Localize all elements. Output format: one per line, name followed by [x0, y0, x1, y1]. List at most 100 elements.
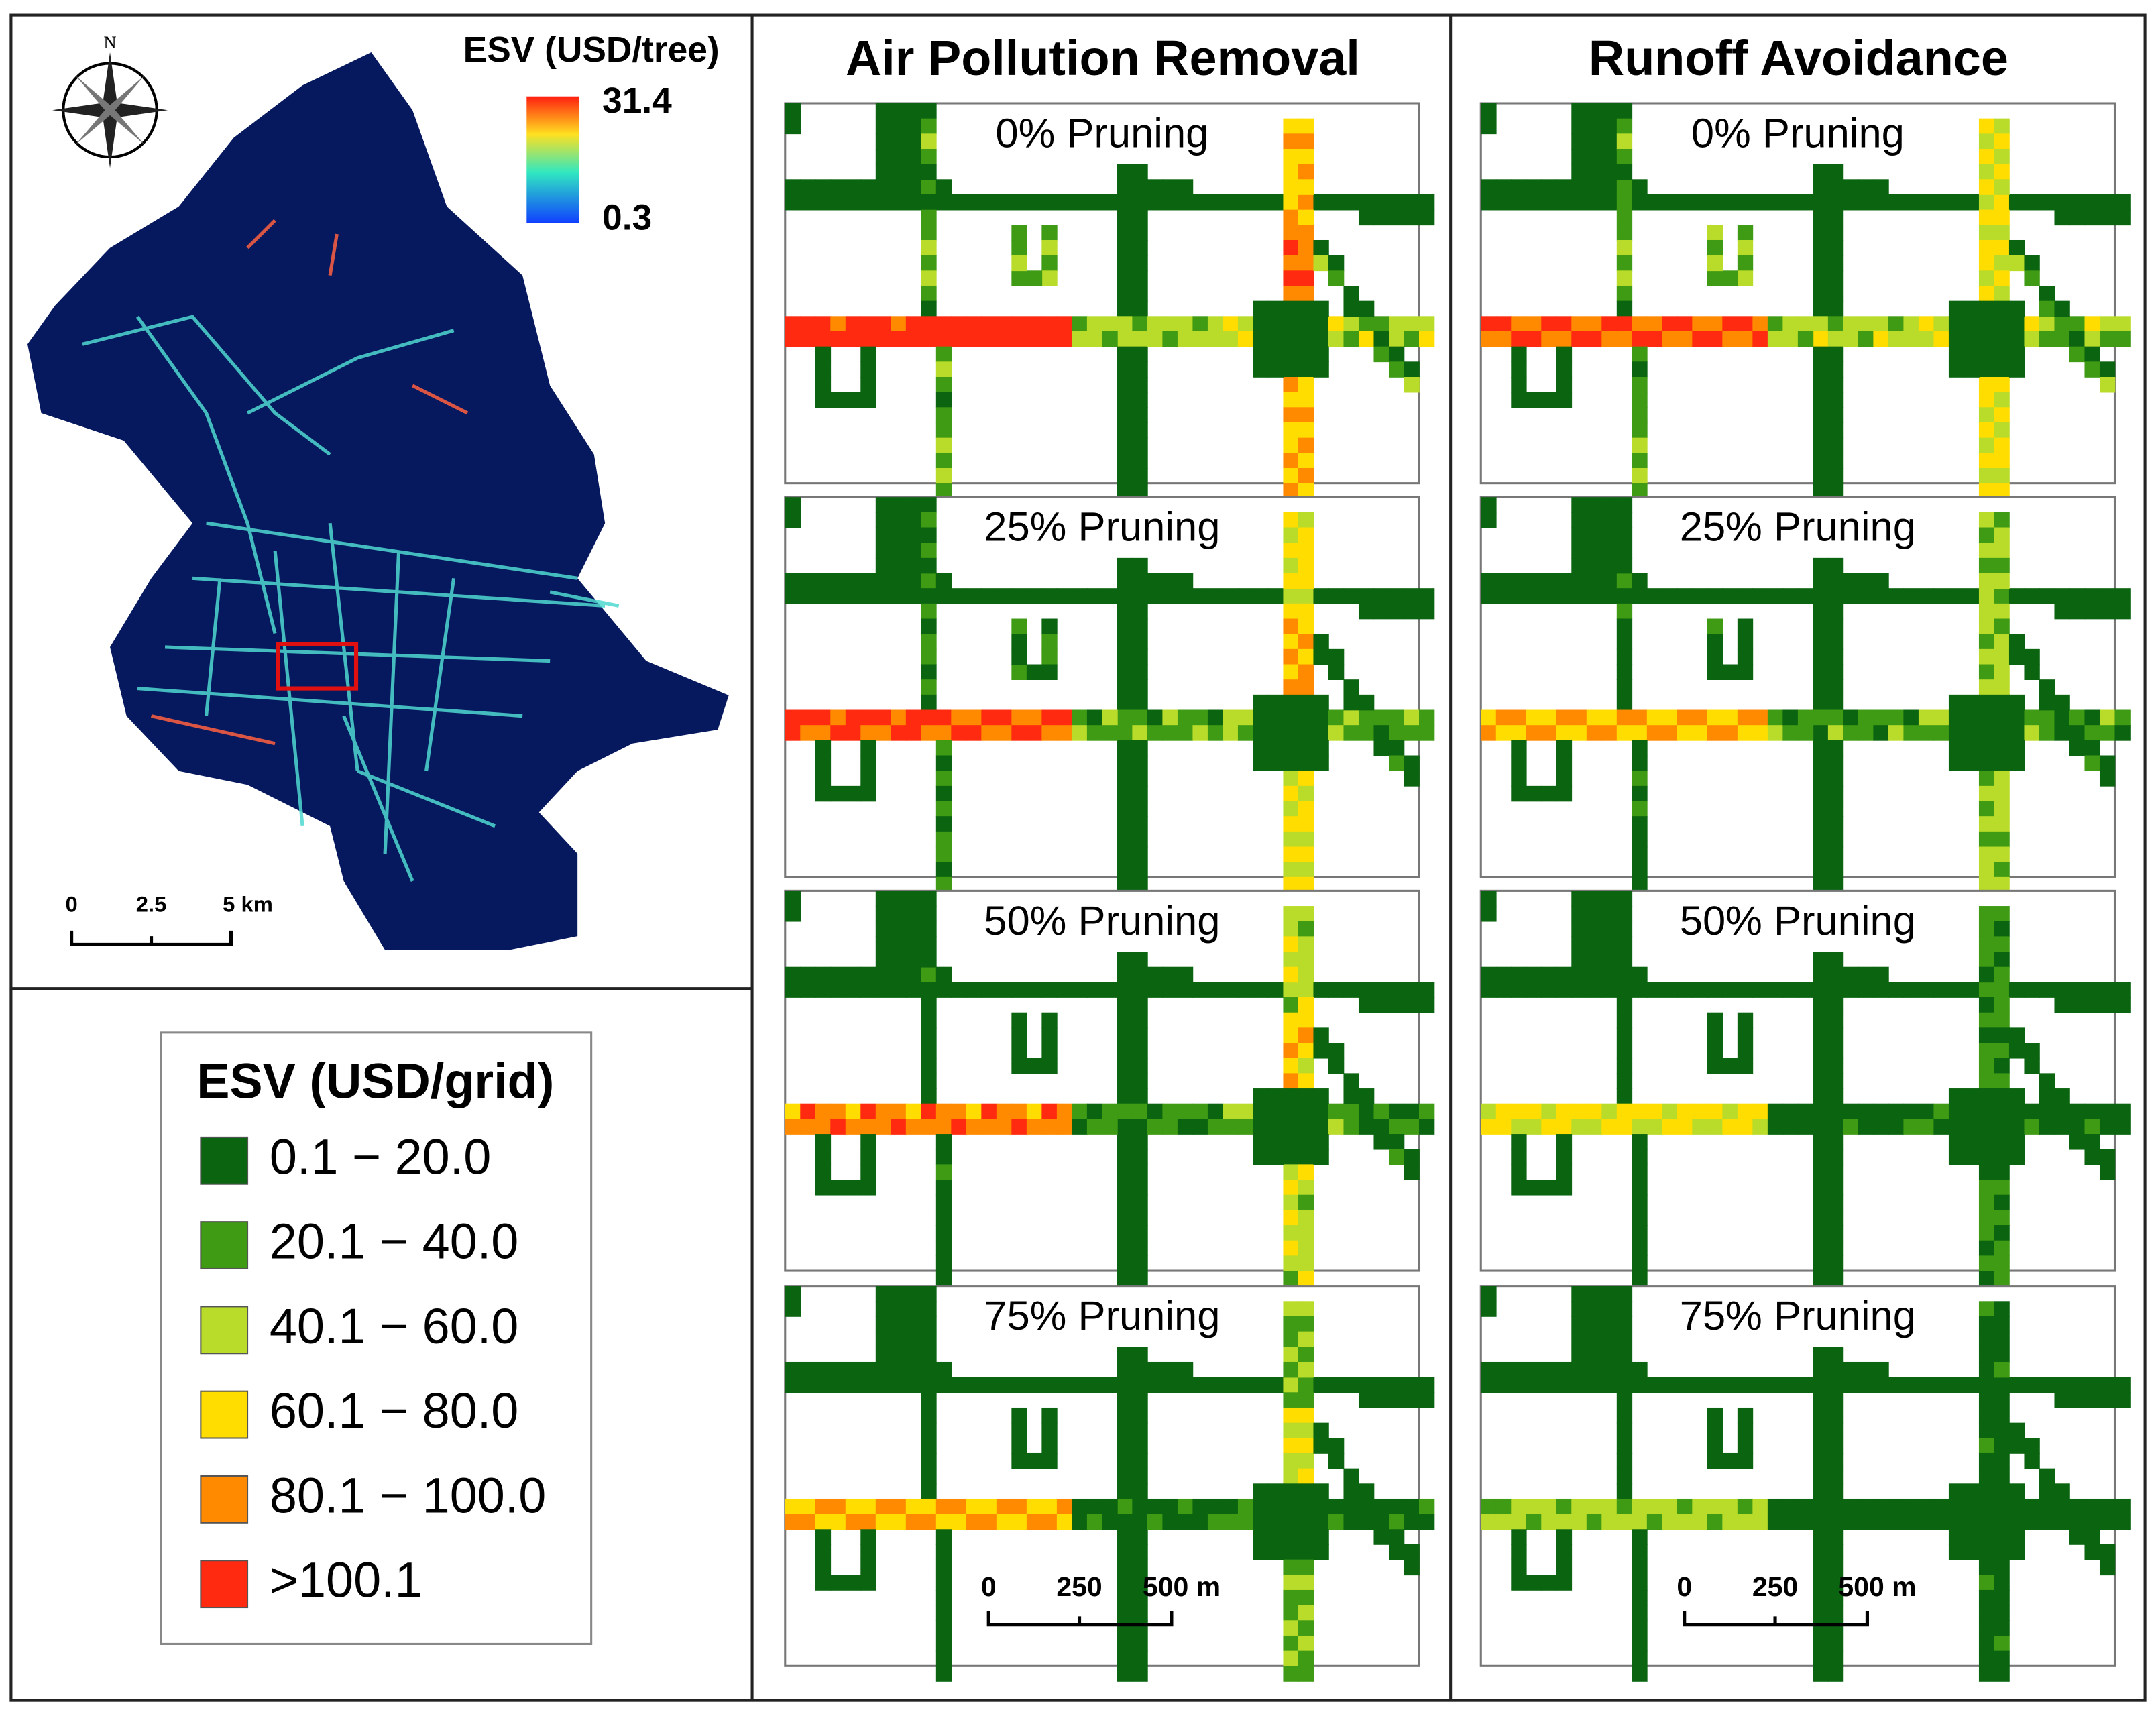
- grid-cell: [1358, 997, 1375, 1013]
- grid-cell: [1813, 453, 1829, 469]
- grid-cell: [921, 906, 937, 922]
- grid-cell: [1177, 982, 1194, 998]
- grid-cell: [1117, 1650, 1133, 1667]
- grid-cell: [2039, 331, 2055, 347]
- grid-cell: [1903, 1514, 1919, 1530]
- grid-cell: [1283, 966, 1299, 983]
- grid-cell: [1298, 512, 1314, 528]
- grid-cell: [1797, 588, 1814, 604]
- grid-cell: [1511, 709, 1527, 726]
- grid-cell: [1388, 1544, 1405, 1560]
- grid-cell: [1978, 1620, 1995, 1636]
- grid-cell: [1132, 194, 1148, 211]
- grid-cell: [1162, 725, 1178, 741]
- grid-cell: [1722, 982, 1738, 998]
- grid-cell: [1616, 952, 1633, 968]
- grid-cell: [1011, 618, 1027, 635]
- grid-cell: [1948, 755, 1965, 772]
- grid-cell: [1298, 331, 1314, 347]
- grid-cell: [2099, 361, 2116, 378]
- grid-cell: [1223, 194, 1239, 211]
- grid-cell: [875, 1514, 892, 1530]
- grid-cell: [921, 1361, 937, 1378]
- grid-cell: [921, 225, 937, 241]
- grid-cell: [1328, 1452, 1345, 1469]
- grid-cell: [1843, 1103, 1859, 1120]
- grid-cell: [951, 316, 967, 332]
- grid-cell: [1373, 1529, 1389, 1545]
- grid-cell: [1632, 876, 1648, 893]
- grid-cell: [1526, 1377, 1542, 1393]
- grid-cell: [1298, 846, 1314, 863]
- grid-cell: [1601, 527, 1618, 544]
- grid-cell: [1283, 785, 1299, 802]
- grid-cell: [1782, 1119, 1799, 1135]
- grid-cell: [1132, 1164, 1148, 1180]
- grid-cell: [1298, 921, 1314, 937]
- grid-cell: [1737, 1438, 1754, 1454]
- grid-cell: [860, 331, 876, 347]
- grid-cell: [1646, 1498, 1663, 1515]
- grid-cell: [1177, 725, 1194, 741]
- grid-cell: [1358, 1498, 1375, 1515]
- grid-cell: [1978, 603, 1995, 620]
- grid-cell: [1994, 1589, 2010, 1606]
- grid-cell: [2054, 300, 2070, 317]
- grid-cell: [1511, 1119, 1527, 1135]
- grid-cell: [1192, 709, 1208, 726]
- grid-cell: [1601, 543, 1618, 559]
- grid-cell: [1011, 1058, 1027, 1074]
- grid-cell: [1495, 725, 1512, 741]
- grid-cell: [1011, 664, 1027, 681]
- grid-cell: [1117, 300, 1133, 317]
- grid-cell: [1994, 1468, 2010, 1485]
- grid-cell: [1328, 588, 1345, 604]
- grid-cell: [1162, 709, 1178, 726]
- grid-cell: [935, 1361, 952, 1378]
- grid-cell: [1978, 876, 1995, 893]
- grid-cell: [1827, 422, 1844, 439]
- grid-cell: [935, 1119, 952, 1135]
- grid-cell: [1358, 1377, 1375, 1393]
- grid-cell: [1994, 407, 2010, 423]
- grid-cell: [1827, 801, 1844, 817]
- grid-cell: [1132, 422, 1148, 439]
- grid-cell: [1827, 1134, 1844, 1150]
- grid-cell: [1117, 1392, 1133, 1408]
- grid-cell: [1813, 966, 1829, 983]
- grid-cell: [2069, 331, 2086, 347]
- grid-cell: [1511, 1180, 1527, 1196]
- scale-label: 0: [66, 892, 78, 917]
- grid-cell: [1283, 1605, 1299, 1621]
- grid-cell: [1283, 118, 1299, 135]
- grid-cell: [1827, 634, 1844, 650]
- grid-cell: [1556, 740, 1573, 756]
- grid-cell: [1918, 588, 1935, 604]
- grid-cell: [2008, 255, 2025, 272]
- grid-cell: [785, 331, 801, 347]
- grid-cell: [1813, 437, 1829, 454]
- grid-cell: [1298, 618, 1314, 635]
- column-title: Air Pollution Removal: [846, 30, 1360, 86]
- grid-cell: [1404, 1544, 1420, 1560]
- grid-cell: [1707, 225, 1723, 241]
- grid-cell: [891, 179, 907, 195]
- grid-cell: [1041, 239, 1058, 256]
- grid-cell: [2024, 255, 2040, 272]
- grid-cell: [891, 966, 907, 983]
- grid-cell: [1827, 1073, 1844, 1089]
- grid-cell: [2024, 709, 2040, 726]
- grid-cell: [1978, 588, 1995, 604]
- grid-cell: [1571, 164, 1587, 180]
- grid-cell: [1797, 982, 1814, 998]
- grid-cell: [800, 1498, 816, 1515]
- grid-cell: [1481, 118, 1497, 135]
- grid-cell: [1827, 1149, 1844, 1165]
- grid-cell: [1948, 1483, 1965, 1499]
- grid-cell: [1253, 1088, 1269, 1104]
- grid-cell: [1313, 648, 1329, 665]
- grid-cell: [1737, 1012, 1754, 1029]
- grid-cell: [830, 1575, 846, 1591]
- grid-cell: [1267, 709, 1284, 726]
- grid-cell: [1267, 194, 1284, 211]
